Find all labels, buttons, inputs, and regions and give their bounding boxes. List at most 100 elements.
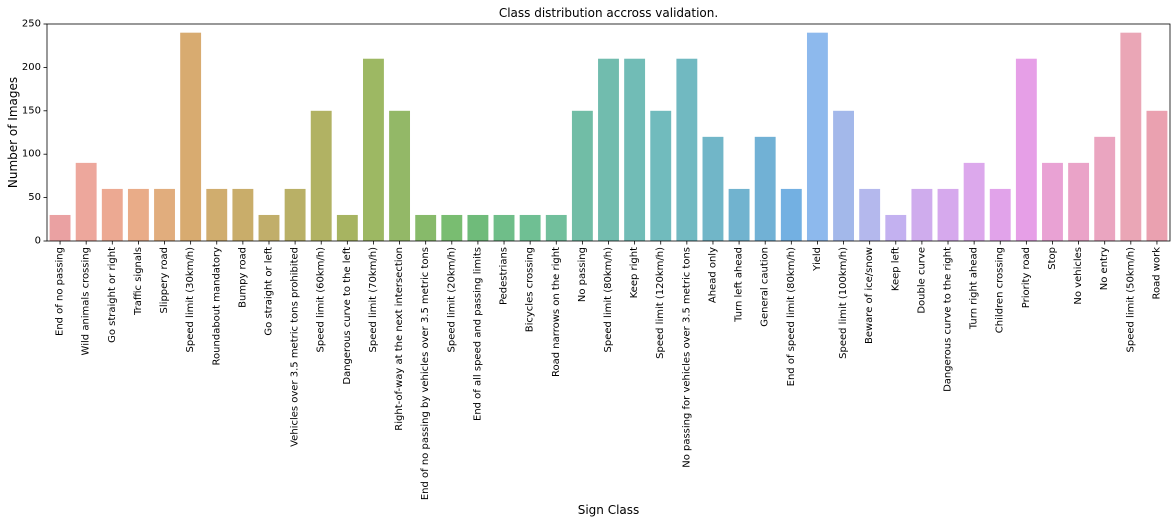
x-tick-label: End of all speed and passing limits (472, 247, 483, 421)
x-tick-label: Go straight or right (107, 247, 118, 343)
bar (180, 32, 202, 242)
x-tick-label: Go straight or left (263, 247, 274, 336)
x-tick-label: General caution (760, 247, 771, 327)
bar (728, 188, 750, 241)
bar (127, 188, 149, 241)
x-axis-title: Sign Class (578, 503, 640, 517)
x-tick-label: End of speed limit (80km/h) (786, 247, 797, 386)
bar (911, 188, 933, 241)
x-tick-label: Keep right (629, 247, 640, 298)
x-tick-label: Double curve (916, 247, 927, 314)
bar (780, 188, 802, 241)
x-tick-label: End of no passing by vehicles over 3.5 m… (420, 247, 431, 500)
bar (754, 136, 776, 241)
bar (493, 214, 515, 241)
x-tick-label: No passing (577, 247, 588, 302)
bar (1042, 162, 1063, 241)
x-tick-label: Turn left ahead (734, 247, 745, 323)
y-tick-label: 100 (22, 149, 41, 160)
x-tick-label: Wild animals crossing (81, 247, 92, 355)
x-tick-label: Speed limit (60km/h) (316, 247, 327, 353)
x-tick-label: Speed limit (70km/h) (368, 247, 379, 353)
bar (1094, 136, 1116, 241)
bar (101, 188, 123, 241)
x-tick-label: No vehicles (1073, 247, 1084, 305)
bar (389, 110, 411, 241)
x-tick-label: Beware of ice/snow (864, 247, 875, 344)
bar (1120, 32, 1142, 242)
bar (1146, 110, 1168, 241)
bars-layer (49, 32, 1168, 242)
bar (284, 188, 306, 241)
x-tick-label: Speed limit (30km/h) (185, 247, 196, 353)
bar (833, 110, 854, 241)
bar (441, 214, 463, 241)
x-tick-label: Speed limit (20km/h) (446, 247, 457, 353)
bar (702, 136, 724, 241)
y-tick-label: 150 (22, 105, 41, 116)
x-tick-label: Road work (1151, 247, 1162, 300)
bar (310, 110, 332, 241)
bar (154, 188, 175, 241)
bar (206, 188, 228, 241)
bar (363, 58, 384, 241)
bar (258, 214, 280, 241)
x-tick-label: Stop (1047, 247, 1058, 270)
plot-frame (46, 23, 1171, 242)
bar (467, 214, 489, 241)
x-tick-label: No passing for vehicles over 3.5 metric … (681, 247, 692, 468)
bar (963, 162, 985, 241)
bar (650, 110, 672, 241)
x-tick-label: Traffic signals (133, 247, 144, 316)
bar (415, 214, 437, 241)
y-axis-ticks: 0 50 100 150 200 250 (22, 19, 47, 247)
x-tick-label: Pedestrians (499, 247, 510, 305)
x-tick-label: Speed limit (120km/h) (655, 247, 666, 359)
x-tick-label: Right-of-way at the next intersection (394, 247, 405, 431)
y-tick-label: 0 (35, 236, 41, 247)
x-tick-label: Keep left (890, 247, 901, 291)
x-tick-label: Turn right ahead (969, 247, 980, 330)
bar (676, 58, 698, 241)
bar (571, 110, 593, 241)
bar (624, 58, 646, 241)
x-tick-label: Dangerous curve to the right (943, 247, 954, 392)
x-tick-label: Bumpy road (237, 247, 248, 308)
bar (336, 214, 358, 241)
bar (545, 214, 567, 241)
x-tick-label: Speed limit (100km/h) (838, 247, 849, 359)
y-tick-label: 200 (22, 62, 41, 73)
x-tick-label: Bicycles crossing (525, 247, 536, 332)
chart-title: Class distribution accross validation. (499, 6, 718, 20)
y-tick-label: 250 (22, 19, 41, 30)
bar (885, 214, 907, 241)
y-axis-title: Number of Images (6, 77, 20, 188)
bar (859, 188, 881, 241)
bar (232, 188, 254, 241)
y-tick-label: 50 (28, 192, 41, 203)
bar (49, 214, 71, 241)
x-axis-ticks: End of no passing Wild animals crossing Go… (55, 241, 1162, 500)
bar (806, 32, 828, 242)
x-tick-label: Road narrows on the right (551, 247, 562, 377)
x-tick-label: Slippery road (159, 247, 170, 313)
x-tick-label: Vehicles over 3.5 metric tons prohibited (290, 247, 301, 447)
bar (937, 188, 959, 241)
x-tick-label: Yield (812, 247, 823, 272)
x-tick-label: Speed limit (80km/h) (603, 247, 614, 353)
x-tick-label: Dangerous curve to the left (342, 247, 353, 385)
x-tick-label: Priority road (1021, 247, 1032, 308)
bar (75, 162, 97, 241)
bar (1015, 58, 1037, 241)
x-tick-label: End of no passing (55, 247, 66, 336)
bar (519, 214, 541, 241)
x-tick-label: Roundabout mandatory (211, 247, 222, 366)
x-tick-label: Ahead only (707, 247, 718, 303)
bar (1068, 162, 1090, 241)
bar (598, 58, 619, 241)
x-tick-label: No entry (1099, 247, 1110, 290)
x-tick-label: Children crossing (995, 247, 1006, 333)
x-tick-label: Speed limit (50km/h) (1125, 247, 1136, 353)
bar (989, 188, 1011, 241)
